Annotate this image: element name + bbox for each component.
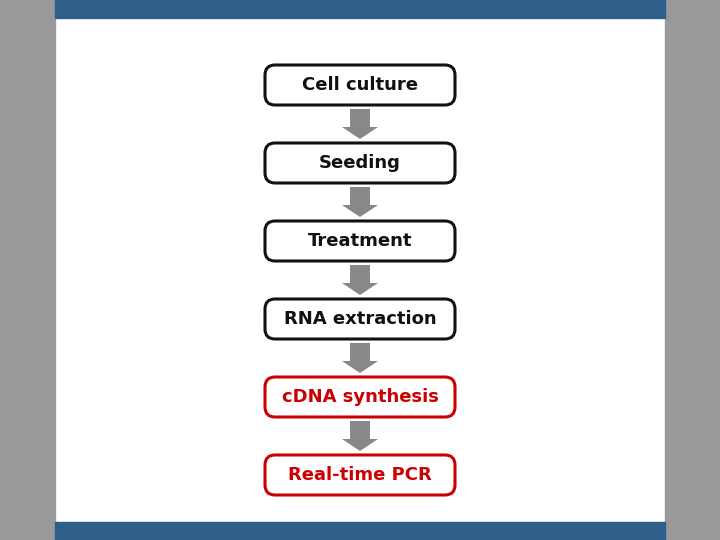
Text: Treatment: Treatment <box>307 232 413 250</box>
Text: cDNA synthesis: cDNA synthesis <box>282 388 438 406</box>
Polygon shape <box>342 187 378 217</box>
FancyBboxPatch shape <box>265 143 455 183</box>
Polygon shape <box>342 109 378 139</box>
Polygon shape <box>342 421 378 451</box>
Polygon shape <box>342 265 378 295</box>
Bar <box>0 0 55 540</box>
Text: RNA extraction: RNA extraction <box>284 310 436 328</box>
FancyBboxPatch shape <box>265 377 455 417</box>
FancyBboxPatch shape <box>265 455 455 495</box>
Bar <box>55 0 665 18</box>
Bar <box>665 0 720 540</box>
Text: Real-time PCR: Real-time PCR <box>288 466 432 484</box>
Text: Seeding: Seeding <box>319 154 401 172</box>
FancyBboxPatch shape <box>265 65 455 105</box>
FancyBboxPatch shape <box>265 221 455 261</box>
Polygon shape <box>342 343 378 373</box>
Bar <box>55 522 665 540</box>
FancyBboxPatch shape <box>265 299 455 339</box>
Text: Cell culture: Cell culture <box>302 76 418 94</box>
